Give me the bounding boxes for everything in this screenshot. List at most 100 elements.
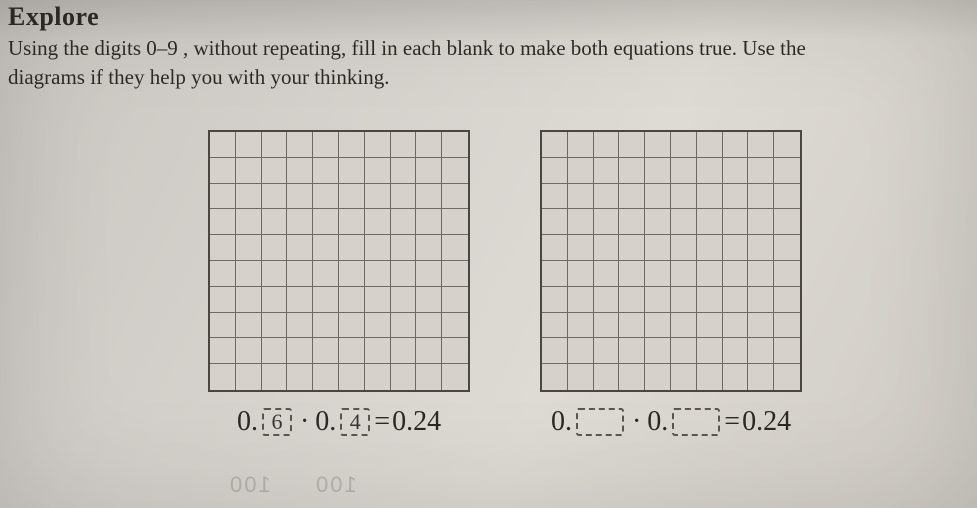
grid-cell — [313, 313, 339, 339]
grid-cell — [365, 364, 391, 390]
grid-cell — [774, 184, 800, 210]
grid-cell — [391, 132, 417, 158]
right-column: 0. · 0. = 0.24 — [540, 130, 802, 438]
grid-cell — [671, 364, 697, 390]
grid-cell — [594, 338, 620, 364]
grid-cell — [774, 209, 800, 235]
grid-cell — [236, 364, 262, 390]
grid-cell — [697, 364, 723, 390]
grid-cell — [365, 158, 391, 184]
grid-cell — [645, 209, 671, 235]
grid-cell — [416, 132, 442, 158]
grid-cell — [697, 184, 723, 210]
grid-cell — [697, 313, 723, 339]
grid-cell — [723, 158, 749, 184]
grid-cell — [697, 235, 723, 261]
grid-cell — [774, 338, 800, 364]
grid-cell — [442, 158, 468, 184]
instructions-line2: diagrams if they help you with your thin… — [8, 65, 389, 89]
grid-cell — [619, 209, 645, 235]
grid-cell — [645, 364, 671, 390]
grid-cell — [262, 184, 288, 210]
eq-left-equals: = — [374, 406, 390, 438]
grid-cell — [365, 338, 391, 364]
eq-left-blank2[interactable]: 4 — [340, 408, 370, 436]
grid-cell — [262, 313, 288, 339]
eq-right-lead2: 0. — [647, 406, 668, 438]
grid-cell — [210, 338, 236, 364]
grid-cell — [542, 209, 568, 235]
eq-right-blank2[interactable] — [672, 408, 720, 436]
grid-cell — [236, 313, 262, 339]
grid-cell — [236, 261, 262, 287]
grid-cell — [542, 184, 568, 210]
grid-cell — [391, 184, 417, 210]
eq-right-equals: = — [724, 406, 740, 438]
left-column: 0. 6 · 0. 4 = 0.24 — [208, 130, 470, 438]
grid-cell — [442, 261, 468, 287]
grid-cell — [619, 132, 645, 158]
grid-cell — [442, 313, 468, 339]
grid-cell — [697, 132, 723, 158]
grid-cell — [287, 132, 313, 158]
grid-cell — [594, 287, 620, 313]
grid-cell — [774, 313, 800, 339]
grid-cell — [671, 261, 697, 287]
eq-right-blank1[interactable] — [576, 408, 624, 436]
grid-cell — [262, 338, 288, 364]
grid-cell — [542, 158, 568, 184]
grid-cell — [391, 209, 417, 235]
eq-right-result: 0.24 — [742, 406, 791, 438]
grid-cell — [210, 364, 236, 390]
grid-cell — [262, 235, 288, 261]
grid-cell — [287, 313, 313, 339]
grid-cell — [339, 132, 365, 158]
worksheet-page: Explore Using the digits 0–9 , without r… — [0, 0, 977, 508]
grid-cell — [313, 364, 339, 390]
grid-cell — [339, 209, 365, 235]
eq-left-blank1[interactable]: 6 — [262, 408, 292, 436]
grid-cell — [313, 235, 339, 261]
grid-cell — [748, 209, 774, 235]
grid-cell — [442, 287, 468, 313]
grid-cell — [542, 235, 568, 261]
grid-cell — [671, 287, 697, 313]
grid-cell — [236, 132, 262, 158]
eq-left-operator: · — [300, 406, 309, 438]
grid-cell — [697, 338, 723, 364]
grid-cell — [619, 313, 645, 339]
grid-cell — [391, 261, 417, 287]
grid-cell — [568, 261, 594, 287]
grid-cell — [339, 158, 365, 184]
grid-cell — [287, 209, 313, 235]
grid-cell — [619, 338, 645, 364]
grid-cell — [313, 338, 339, 364]
grid-cell — [313, 209, 339, 235]
grid-cell — [339, 184, 365, 210]
grid-cell — [619, 261, 645, 287]
grid-cell — [287, 158, 313, 184]
eq-left-lead1: 0. — [237, 406, 258, 438]
grid-cell — [774, 158, 800, 184]
grid-cell — [365, 313, 391, 339]
grid-cell — [723, 132, 749, 158]
grid-cell — [697, 261, 723, 287]
grid-cell — [416, 313, 442, 339]
left-grid — [208, 130, 470, 392]
grid-cell — [568, 313, 594, 339]
grid-cell — [313, 261, 339, 287]
grid-cell — [671, 158, 697, 184]
grid-cell — [262, 132, 288, 158]
grid-cell — [594, 132, 620, 158]
grid-cell — [594, 209, 620, 235]
grid-cell — [774, 235, 800, 261]
grid-cell — [697, 287, 723, 313]
grid-cell — [339, 313, 365, 339]
bleed-text-1: 100 — [228, 472, 271, 498]
grid-cell — [210, 158, 236, 184]
grid-cell — [416, 209, 442, 235]
grid-cell — [671, 313, 697, 339]
grid-cell — [236, 158, 262, 184]
grid-cell — [365, 209, 391, 235]
grid-cell — [391, 158, 417, 184]
